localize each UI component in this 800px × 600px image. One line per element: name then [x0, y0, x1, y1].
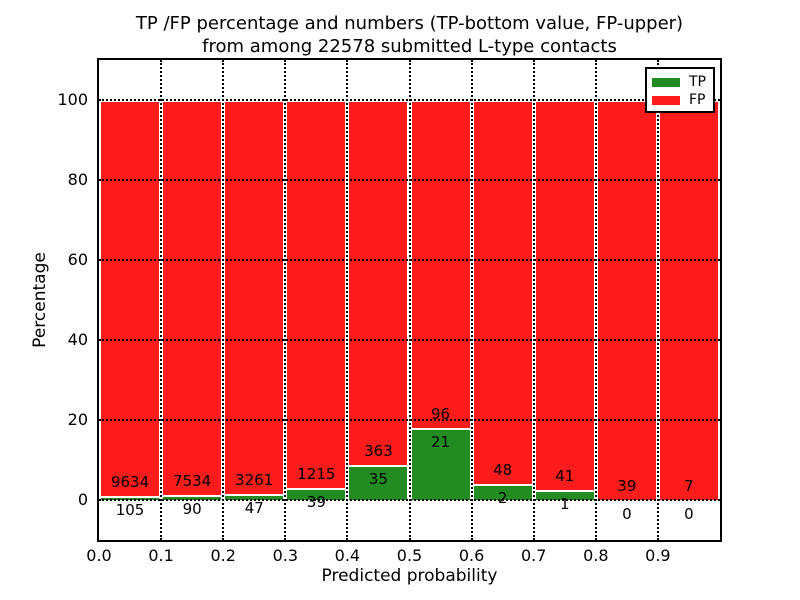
gridline-horizontal [99, 419, 720, 421]
bar-segment-fp [657, 100, 720, 500]
bar-segment-fp [471, 100, 534, 484]
bar-segment-tp [223, 494, 286, 500]
legend-swatch-fp-icon [652, 95, 680, 105]
bar-segment-tp [533, 490, 596, 500]
tp-count-label: 21 [431, 433, 451, 452]
x-tick-label: 0.4 [334, 546, 361, 565]
chart-title-line2: from among 22578 submitted L-type contac… [202, 36, 617, 57]
x-tick-label: 0.6 [458, 546, 485, 565]
fp-count-label: 39 [617, 477, 637, 495]
gridline-vertical [408, 60, 411, 540]
gridline-vertical [656, 60, 659, 540]
fp-count-label: 363 [364, 441, 393, 460]
x-tick-label: 0.7 [520, 546, 547, 565]
gridline-horizontal [99, 99, 720, 101]
legend-label-fp: FP [689, 92, 706, 108]
fp-count-label: 96 [431, 405, 451, 424]
y-tick-label: 100 [57, 90, 88, 109]
tp-count-label: 90 [182, 500, 202, 519]
tp-count-label: 35 [368, 469, 388, 488]
gridline-vertical [470, 60, 473, 540]
bar-segment-tp [161, 495, 224, 500]
gridline-vertical [222, 60, 225, 540]
gridline-horizontal [99, 259, 720, 261]
gridline-vertical [594, 60, 597, 540]
tp-count-label: 2 [497, 489, 508, 507]
x-tick-label: 0.3 [272, 546, 299, 565]
bar-segment-tp [409, 428, 472, 500]
tp-count-label: 1 [559, 495, 570, 514]
bar-segment-fp [285, 100, 348, 488]
tp-count-label: 105 [115, 500, 145, 519]
tp-count-label: 0 [684, 505, 694, 523]
gridline-vertical [284, 60, 287, 540]
x-tick-label: 0.8 [583, 546, 609, 565]
bar-segment-fp [595, 100, 658, 500]
legend-swatch-tp-icon [652, 77, 680, 87]
fp-count-label: 1215 [297, 464, 336, 483]
fp-count-label: 9634 [110, 472, 150, 491]
fp-count-label: 41 [555, 467, 575, 486]
gridline-vertical [532, 60, 535, 540]
fp-count-label: 7 [684, 477, 694, 495]
gridline-vertical [160, 60, 163, 540]
bar-segment-fp [533, 100, 596, 491]
tp-count-label: 47 [244, 499, 264, 518]
legend-item-fp: FP [652, 91, 708, 109]
bar-segment-fp [161, 100, 224, 496]
bar-segment-tp [471, 484, 534, 500]
fp-count-label: 48 [493, 461, 513, 479]
bar-segment-tp [99, 495, 162, 500]
x-tick-label: 0.0 [86, 546, 112, 565]
fp-count-label: 7534 [173, 472, 212, 491]
chart-title: TP /FP percentage and numbers (TP-bottom… [97, 12, 722, 58]
x-tick-label: 0.9 [645, 546, 671, 565]
y-tick-label: 0 [77, 490, 88, 509]
plot-area: 9634 105 7534 90 3261 47 1215 39 363 35 96 21 48 2 41 1… [97, 58, 722, 542]
x-tick-label: 0.2 [210, 546, 236, 565]
gridline-vertical [346, 60, 349, 540]
x-tick-label: 0.5 [396, 546, 423, 565]
y-tick-label: 40 [67, 330, 88, 349]
gridline-horizontal [99, 499, 720, 501]
bar-segment-fp [99, 100, 162, 496]
gridline-horizontal [99, 339, 720, 341]
tp-count-label: 0 [622, 505, 632, 523]
y-tick-label: 80 [67, 170, 88, 189]
legend-item-tp: TP [652, 73, 708, 91]
y-tick-label: 20 [67, 410, 88, 429]
x-axis-label: Predicted probability [321, 566, 498, 586]
legend-label-tp: TP [689, 74, 706, 90]
bar-segment-fp [347, 100, 410, 465]
x-tick-label: 0.1 [148, 546, 174, 565]
bar-segment-tp [347, 464, 410, 500]
gridline-horizontal [99, 179, 720, 181]
fp-count-label: 3261 [235, 471, 274, 490]
bar-segment-fp [223, 100, 286, 495]
y-tick-label: 60 [67, 250, 88, 269]
bar-segment-fp [409, 100, 472, 429]
tp-count-label: 39 [306, 492, 326, 511]
chart-title-line1: TP /FP percentage and numbers (TP-bottom… [135, 13, 684, 34]
bar-segment-tp [285, 487, 348, 500]
legend: TP FP [645, 67, 715, 113]
